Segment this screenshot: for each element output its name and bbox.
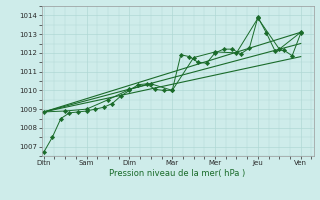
- X-axis label: Pression niveau de la mer( hPa ): Pression niveau de la mer( hPa ): [109, 169, 246, 178]
